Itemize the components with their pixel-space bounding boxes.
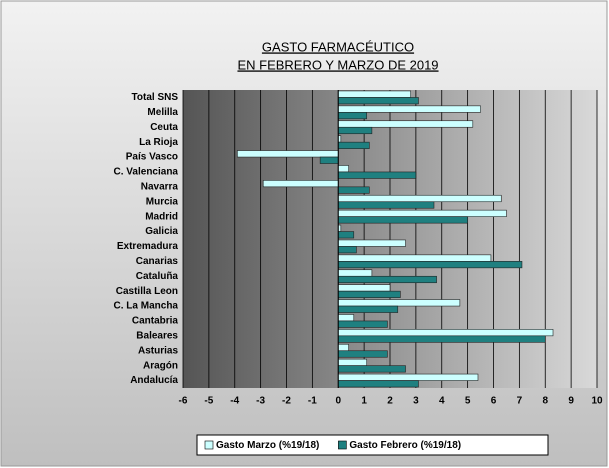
x-tick-label: -1 [308, 396, 317, 407]
bar [337, 112, 368, 120]
x-tick-label: 0 [335, 396, 341, 407]
bar [337, 299, 461, 307]
y-tick-label: Cantabria [132, 316, 179, 327]
y-tick-label: Total SNS [132, 92, 179, 103]
y-tick-label: Galicia [145, 226, 178, 237]
x-tick-label: 8 [542, 396, 548, 407]
bar [337, 314, 355, 322]
bar [337, 290, 401, 298]
bar [337, 216, 468, 224]
bar [337, 171, 417, 179]
x-tick-label: -3 [256, 396, 265, 407]
bar [262, 180, 339, 188]
legend-swatch [338, 440, 347, 450]
bar [337, 194, 502, 203]
bar [337, 305, 399, 313]
x-tick-label: -2 [282, 396, 291, 407]
y-tick-label: Murcia [146, 196, 179, 207]
bar [337, 126, 373, 135]
bar [337, 246, 357, 254]
x-tick-label: 3 [413, 396, 419, 407]
bar [337, 90, 411, 98]
x-tick-label: 9 [568, 396, 574, 407]
y-tick-label: País Vasco [126, 152, 178, 163]
y-tick-label: Ceuta [150, 122, 178, 133]
x-tick-label: 7 [517, 396, 523, 407]
y-tick-label: Extremadura [117, 241, 179, 252]
bar [337, 105, 481, 113]
y-tick-label: Castilla Leon [116, 286, 178, 297]
bar [337, 284, 391, 292]
x-tick-label: 2 [387, 396, 393, 407]
y-tick-label: Cataluña [136, 271, 179, 282]
bar [337, 269, 373, 277]
bar [337, 141, 370, 149]
bar [337, 335, 546, 343]
bar [337, 320, 388, 328]
bar [337, 275, 437, 284]
bar [337, 209, 507, 217]
legend-label: Gasto Febrero (%19/18) [349, 440, 461, 451]
bar [337, 165, 349, 173]
x-tick-label: 4 [439, 396, 445, 407]
bar [337, 358, 368, 366]
bar [337, 373, 479, 381]
x-tick-label: 10 [591, 396, 603, 407]
y-tick-label: Andalucía [130, 375, 178, 386]
legend-label: Gasto Marzo (%19/18) [216, 440, 319, 451]
y-tick-label: Navarra [141, 181, 179, 192]
y-tick-label: C. La Mancha [114, 301, 179, 312]
y-tick-label: C. Valenciana [114, 167, 179, 178]
x-tick-label: 1 [361, 396, 367, 407]
bar [337, 97, 419, 105]
y-tick-label: La Rioja [139, 137, 178, 148]
y-tick-label: Canarias [136, 256, 179, 267]
bar [337, 365, 406, 373]
chart-title: EN FEBRERO Y MARZO DE 2019 [237, 57, 438, 72]
y-tick-label: Aragón [143, 360, 178, 371]
bar [337, 350, 388, 358]
bar [337, 239, 406, 247]
bar [337, 186, 370, 194]
bar [337, 261, 523, 269]
x-tick-label: -5 [204, 396, 213, 407]
x-tick-label: 5 [465, 396, 471, 407]
bar [337, 380, 419, 388]
chart-title: GASTO FARMACÉUTICO [262, 39, 414, 54]
bar [337, 231, 355, 239]
bar [337, 254, 492, 262]
y-tick-label: Melilla [147, 107, 178, 118]
y-tick-label: Madrid [145, 211, 178, 222]
x-tick-label: -6 [179, 396, 188, 407]
bar [337, 120, 474, 128]
bar [237, 150, 339, 158]
y-tick-label: Baleares [136, 330, 178, 341]
bar [337, 343, 349, 352]
legend-swatch [204, 440, 214, 450]
y-tick-label: Asturias [138, 345, 178, 356]
bar [319, 156, 339, 164]
x-tick-label: -4 [230, 396, 239, 407]
bar [337, 329, 554, 337]
x-tick-label: 6 [491, 396, 497, 407]
bar [337, 201, 435, 209]
legend [196, 434, 549, 456]
